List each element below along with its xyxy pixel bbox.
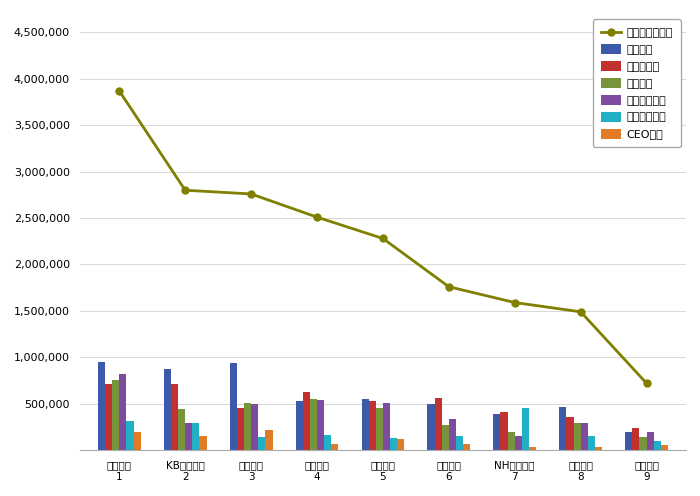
Bar: [397, 439, 405, 450]
Bar: [442, 425, 449, 450]
Bar: [186, 423, 192, 450]
Bar: [522, 408, 529, 450]
Bar: [508, 432, 514, 450]
Bar: [435, 398, 442, 450]
Bar: [302, 392, 310, 450]
브랜드평판지수: [379, 236, 387, 242]
Bar: [295, 401, 302, 450]
브랜드평판지수: [115, 88, 123, 94]
Bar: [317, 399, 324, 450]
Bar: [134, 432, 141, 450]
Bar: [456, 435, 463, 450]
Bar: [639, 437, 647, 450]
Bar: [127, 421, 134, 450]
Bar: [566, 417, 573, 450]
브랜드평판지수: [643, 380, 651, 386]
브랜드평판지수: [247, 191, 256, 197]
Bar: [632, 428, 639, 450]
Bar: [390, 438, 397, 450]
브랜드평판지수: [577, 309, 585, 315]
Bar: [369, 401, 376, 450]
Bar: [98, 362, 105, 450]
Bar: [171, 384, 178, 450]
Bar: [105, 384, 112, 450]
브랜드평판지수: [510, 300, 519, 306]
Bar: [661, 445, 668, 450]
Bar: [529, 447, 536, 450]
Bar: [581, 423, 588, 450]
브랜드평판지수: [313, 214, 321, 220]
Bar: [376, 408, 383, 450]
Bar: [559, 407, 566, 450]
Bar: [361, 399, 369, 450]
Bar: [199, 435, 206, 450]
Bar: [463, 443, 470, 450]
Bar: [112, 379, 119, 450]
Bar: [383, 403, 390, 450]
Bar: [265, 430, 272, 450]
Bar: [595, 447, 602, 450]
Bar: [449, 419, 456, 450]
Bar: [230, 363, 237, 450]
Bar: [237, 408, 244, 450]
Bar: [193, 423, 200, 450]
Bar: [588, 435, 595, 450]
Bar: [428, 404, 435, 450]
Line: 브랜드평판지수: 브랜드평판지수: [116, 87, 650, 387]
Bar: [331, 444, 338, 450]
Bar: [500, 412, 508, 450]
Legend: 브랜드평판지수, 참여지수, 미디어지수, 소통지수, 커뮤니티지수, 사회공헌지수, CEO지수: 브랜드평판지수, 참여지수, 미디어지수, 소통지수, 커뮤니티지수, 사회공헌…: [593, 19, 680, 147]
Bar: [164, 370, 171, 450]
Bar: [244, 403, 251, 450]
Bar: [573, 423, 581, 450]
Bar: [494, 414, 500, 450]
Bar: [310, 399, 317, 450]
브랜드평판지수: [181, 187, 190, 193]
브랜드평판지수: [444, 284, 453, 290]
Bar: [625, 433, 632, 450]
Bar: [178, 409, 186, 450]
Bar: [514, 435, 522, 450]
Bar: [654, 441, 661, 450]
Bar: [119, 374, 127, 450]
Bar: [647, 432, 654, 450]
Bar: [251, 404, 258, 450]
Bar: [258, 436, 265, 450]
Bar: [324, 435, 331, 450]
